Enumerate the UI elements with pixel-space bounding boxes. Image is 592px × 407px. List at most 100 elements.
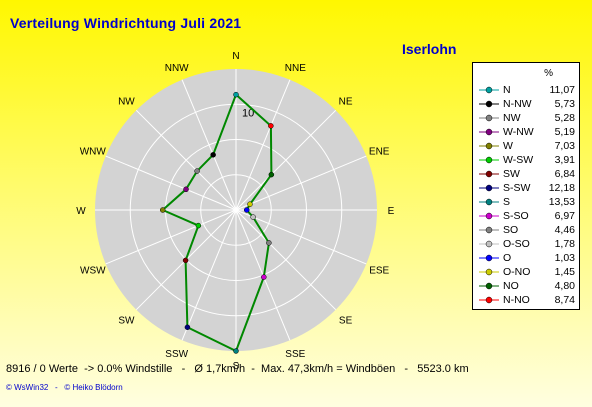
legend-label: O-SO: [503, 238, 530, 250]
legend-value: 6,97: [554, 210, 575, 222]
direction-label-s: S: [233, 361, 240, 372]
data-point-ese: [250, 214, 256, 220]
legend-marker: [479, 240, 499, 248]
grid-spoke: [135, 109, 237, 211]
legend-row: N 11,07: [477, 83, 575, 97]
grid-spoke: [235, 155, 367, 211]
grid-spoke: [235, 79, 291, 211]
direction-label-sse: SSE: [285, 349, 305, 360]
direction-label-ssw: SSW: [165, 349, 188, 360]
legend-label: S: [503, 196, 511, 208]
legend-row: S-SW 12,18: [477, 181, 575, 195]
grid-spoke: [235, 209, 367, 265]
direction-label-wnw: WNW: [80, 147, 107, 158]
legend-value: 1,78: [554, 238, 575, 250]
legend-marker: [479, 86, 499, 94]
data-point-sw: [182, 257, 189, 264]
legend-value: 11,07: [549, 84, 576, 96]
legend-marker: [479, 226, 499, 234]
legend-label: S-SW: [503, 182, 531, 194]
legend-value: 4,46: [554, 224, 575, 236]
legend-marker: [479, 254, 499, 262]
data-point-e: [243, 207, 250, 213]
data-point-nne: [268, 123, 274, 129]
data-point-s: [233, 348, 239, 354]
legend-label: O: [503, 252, 512, 264]
legend-row: N-NO 8,74: [477, 293, 575, 307]
legend-marker: [479, 128, 499, 136]
legend-value: 1,03: [554, 252, 575, 264]
legend-row: O 1,03: [477, 251, 575, 265]
data-point-sse: [261, 274, 267, 280]
legend-value: 1,45: [554, 266, 575, 278]
direction-label-ne: NE: [339, 96, 353, 107]
legend-value: 4,80: [554, 280, 575, 292]
direction-label-ese: ESE: [369, 265, 389, 276]
legend-row: S-SO 6,97: [477, 209, 575, 223]
direction-label-nne: NNE: [285, 63, 306, 74]
ring-label: 10: [242, 107, 254, 119]
direction-label-se: SE: [339, 316, 353, 327]
footer-stats: 8916 / 0 Werte -> 0.0% Windstille - Ø 1,…: [6, 363, 469, 375]
data-point-ne: [268, 171, 275, 178]
data-point-ene: [247, 201, 253, 207]
direction-label-n: N: [232, 51, 239, 62]
legend-marker: [479, 296, 499, 304]
data-point-nw: [194, 168, 200, 174]
legend-value: 3,91: [554, 154, 575, 166]
legend-value: 6,84: [554, 168, 575, 180]
legend-marker: [479, 170, 499, 178]
grid-spoke: [235, 209, 337, 311]
direction-label-sw: SW: [118, 316, 135, 327]
legend-row: SW 6,84: [477, 167, 575, 181]
legend-row: W-NW 5,19: [477, 125, 575, 139]
legend-label: W-NW: [503, 126, 534, 138]
legend-value: 5,73: [554, 98, 575, 110]
legend-unit: %: [544, 68, 553, 79]
legend-value: 12,18: [548, 182, 575, 194]
legend-marker: [479, 114, 499, 122]
legend-label: W-SW: [503, 154, 534, 166]
direction-label-nw: NW: [118, 96, 135, 107]
legend-label: NW: [503, 112, 521, 124]
legend: % N 11,07 N-NW 5,73 NW 5,28 W-NW 5,19 W 7,03 W-SW 3…: [472, 62, 580, 310]
grid-spoke: [181, 209, 237, 341]
legend-row: O-SO 1,78: [477, 237, 575, 251]
data-point-se: [266, 240, 272, 246]
legend-marker: [479, 198, 499, 206]
legend-marker: [479, 268, 499, 276]
direction-label-w: W: [76, 206, 86, 217]
data-point-wsw: [195, 222, 202, 229]
legend-row: S 13,53: [477, 195, 575, 209]
footer-credit: © WsWin32 - © Heiko Blödorn: [6, 383, 123, 392]
legend-value: 5,28: [554, 112, 575, 124]
legend-marker: [479, 142, 499, 150]
legend-marker: [479, 184, 499, 192]
legend-label: W: [503, 140, 513, 152]
legend-label: SO: [503, 224, 519, 236]
legend-row: SO 4,46: [477, 223, 575, 237]
data-point-ssw: [184, 324, 191, 331]
legend-row: W 7,03: [477, 139, 575, 153]
direction-label-wsw: WSW: [80, 265, 106, 276]
grid-spoke: [105, 209, 237, 265]
direction-label-e: E: [388, 206, 395, 217]
legend-value: 8,74: [554, 294, 575, 306]
legend-row: NW 5,28: [477, 111, 575, 125]
legend-value: 7,03: [554, 140, 575, 152]
legend-label: N: [503, 84, 511, 96]
legend-label: NO: [503, 280, 519, 292]
direction-label-ene: ENE: [369, 147, 390, 158]
direction-label-nnw: NNW: [165, 63, 189, 74]
data-point-wnw: [183, 186, 189, 193]
legend-marker: [479, 156, 499, 164]
data-point-w: [159, 207, 166, 213]
chart-title: Verteilung Windrichtung Juli 2021: [10, 15, 242, 31]
location-label: Iserlohn: [402, 41, 457, 57]
legend-row: W-SW 3,91: [477, 153, 575, 167]
legend-marker: [479, 212, 499, 220]
legend-label: N-NW: [503, 98, 532, 110]
legend-value: 13,53: [548, 196, 575, 208]
legend-label: SW: [503, 168, 520, 180]
